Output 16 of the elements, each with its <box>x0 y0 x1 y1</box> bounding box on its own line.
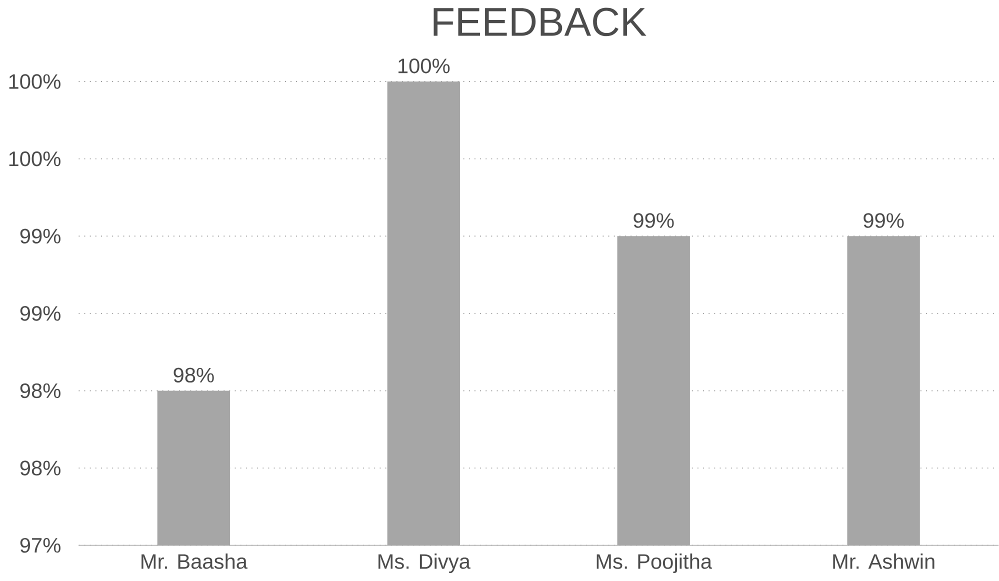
x-tick-label: Mr. Ashwin <box>833 554 934 570</box>
data-label: 99% <box>864 213 904 228</box>
y-tick-label: 97% <box>20 538 60 553</box>
y-tick-label: 100% <box>9 152 60 166</box>
y-tick-label: 99% <box>20 306 60 321</box>
data-label: 98% <box>174 368 214 383</box>
y-tick-label: 98% <box>20 460 60 476</box>
y-tick-label: 98% <box>20 383 60 398</box>
x-tick-label: Ms. Poojitha <box>596 554 712 574</box>
chart-title: FEEDBACK <box>434 8 646 36</box>
y-tick-label: 99% <box>20 228 60 244</box>
data-label: 99% <box>634 213 674 228</box>
x-tick-label: Mr. Baasha <box>142 554 248 570</box>
data-label: 100% <box>398 58 450 74</box>
x-tick-label: Ms. Divya <box>378 554 470 574</box>
y-tick-label: 100% <box>9 74 60 90</box>
